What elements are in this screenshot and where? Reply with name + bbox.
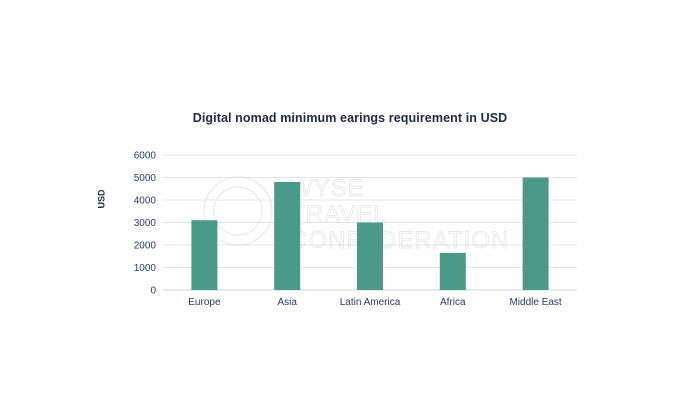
chart-title: Digital nomad minimum earings requiremen… [192, 111, 508, 125]
x-tick-label: Europe [188, 297, 221, 308]
y-tick-label: 6000 [134, 151, 157, 162]
bar-europe [191, 220, 218, 290]
x-tick-label: Middle East [509, 297, 561, 308]
x-tick-label: Latin America [340, 297, 401, 308]
y-tick-label: 1000 [134, 263, 157, 274]
bar-africa [439, 252, 466, 290]
y-tick-label: 2000 [134, 241, 157, 252]
y-tick-label: 0 [150, 286, 156, 297]
bar-middle-east [522, 177, 549, 290]
bar-latin-america [357, 222, 383, 290]
axes: 0 1000 2000 3000 4000 5000 6000 Europe Asia Latin… [134, 151, 562, 309]
bars [191, 177, 549, 290]
watermark-line-1: WYSE [290, 175, 365, 202]
y-tick-label: 4000 [134, 196, 157, 207]
y-tick-label: 5000 [134, 173, 157, 184]
x-tick-label: Asia [277, 297, 297, 308]
x-tick-label: Africa [440, 297, 466, 308]
watermark-inner-circle [213, 186, 263, 236]
watermark: WYSE TRAVEL CONFEDERATION [203, 175, 509, 254]
bar-asia [274, 182, 301, 290]
watermark-line-3: CONFEDERATION [290, 227, 509, 254]
y-tick-label: 3000 [134, 218, 157, 229]
